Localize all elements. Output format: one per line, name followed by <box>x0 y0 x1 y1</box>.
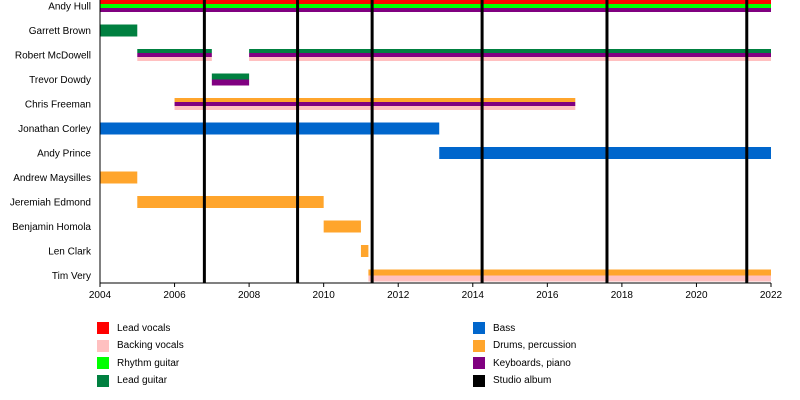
member-bar <box>174 98 576 110</box>
x-tick-label: 2018 <box>611 290 634 301</box>
member-bar <box>100 171 138 184</box>
x-tick-label: 2008 <box>238 290 261 301</box>
member-label: Andy Hull <box>48 2 91 13</box>
member-bar <box>439 147 771 159</box>
bar-stripe-drums <box>360 245 369 257</box>
bar-stripe-backing_vocals <box>174 106 576 110</box>
x-tick-label: 2022 <box>760 290 783 301</box>
x-tick-label: 2012 <box>387 290 410 301</box>
bar-stripe-lead_guitar <box>137 49 212 53</box>
member-label: Tim Very <box>52 271 91 282</box>
member-label: Garrett Brown <box>29 26 91 37</box>
member-bar <box>368 269 771 282</box>
member-bar <box>137 49 212 61</box>
member-bar <box>100 0 771 12</box>
x-tick-label: 2004 <box>89 290 112 301</box>
bar-stripe-backing_vocals <box>249 57 772 61</box>
member-bar <box>211 73 250 86</box>
member-label: Jeremiah Edmond <box>10 198 91 209</box>
x-tick-label: 2006 <box>163 290 186 301</box>
member-label: Benjamin Homola <box>12 222 91 233</box>
x-tick-label: 2014 <box>462 290 485 301</box>
member-bar <box>137 196 324 208</box>
bar-stripe-backing_vocals <box>368 275 771 282</box>
bar-stripe-bass <box>439 147 771 159</box>
member-bar <box>100 24 138 37</box>
member-label: Trevor Dowdy <box>29 75 91 86</box>
bar-stripe-drums <box>137 196 324 208</box>
member-label: Andrew Maysilles <box>13 173 91 184</box>
member-label: Jonathan Corley <box>18 124 91 135</box>
bar-stripe-rhythm_guitar <box>100 4 771 8</box>
bar-stripe-lead_guitar <box>211 73 250 80</box>
bar-stripe-drums <box>323 220 361 233</box>
bar-stripe-bass <box>100 122 440 135</box>
member-bar <box>249 49 772 61</box>
member-label: Robert McDowell <box>15 51 91 62</box>
member-label: Chris Freeman <box>25 100 91 111</box>
x-tick-label: 2020 <box>685 290 708 301</box>
x-tick-label: 2010 <box>313 290 336 301</box>
bar-stripe-keyboards <box>211 79 250 86</box>
bar-stripe-drums <box>100 171 138 184</box>
bar-stripe-drums <box>174 98 576 102</box>
bar-stripe-lead_guitar <box>249 49 772 53</box>
bar-stripe-lead_vocals <box>100 0 771 4</box>
bar-stripe-keyboards <box>174 102 576 106</box>
bar-stripe-keyboards <box>137 53 212 57</box>
x-tick-label: 2016 <box>536 290 559 301</box>
member-bar <box>100 122 440 135</box>
bar-stripe-keyboards <box>100 8 771 12</box>
bar-stripe-keyboards <box>249 53 772 57</box>
bar-stripe-backing_vocals <box>137 57 212 61</box>
bar-stripe-lead_guitar <box>100 24 138 37</box>
member-label: Len Clark <box>48 247 92 258</box>
member-bar <box>360 245 369 257</box>
member-bar <box>323 220 361 233</box>
bar-stripe-drums <box>368 269 771 276</box>
member-label: Andy Prince <box>37 149 91 160</box>
